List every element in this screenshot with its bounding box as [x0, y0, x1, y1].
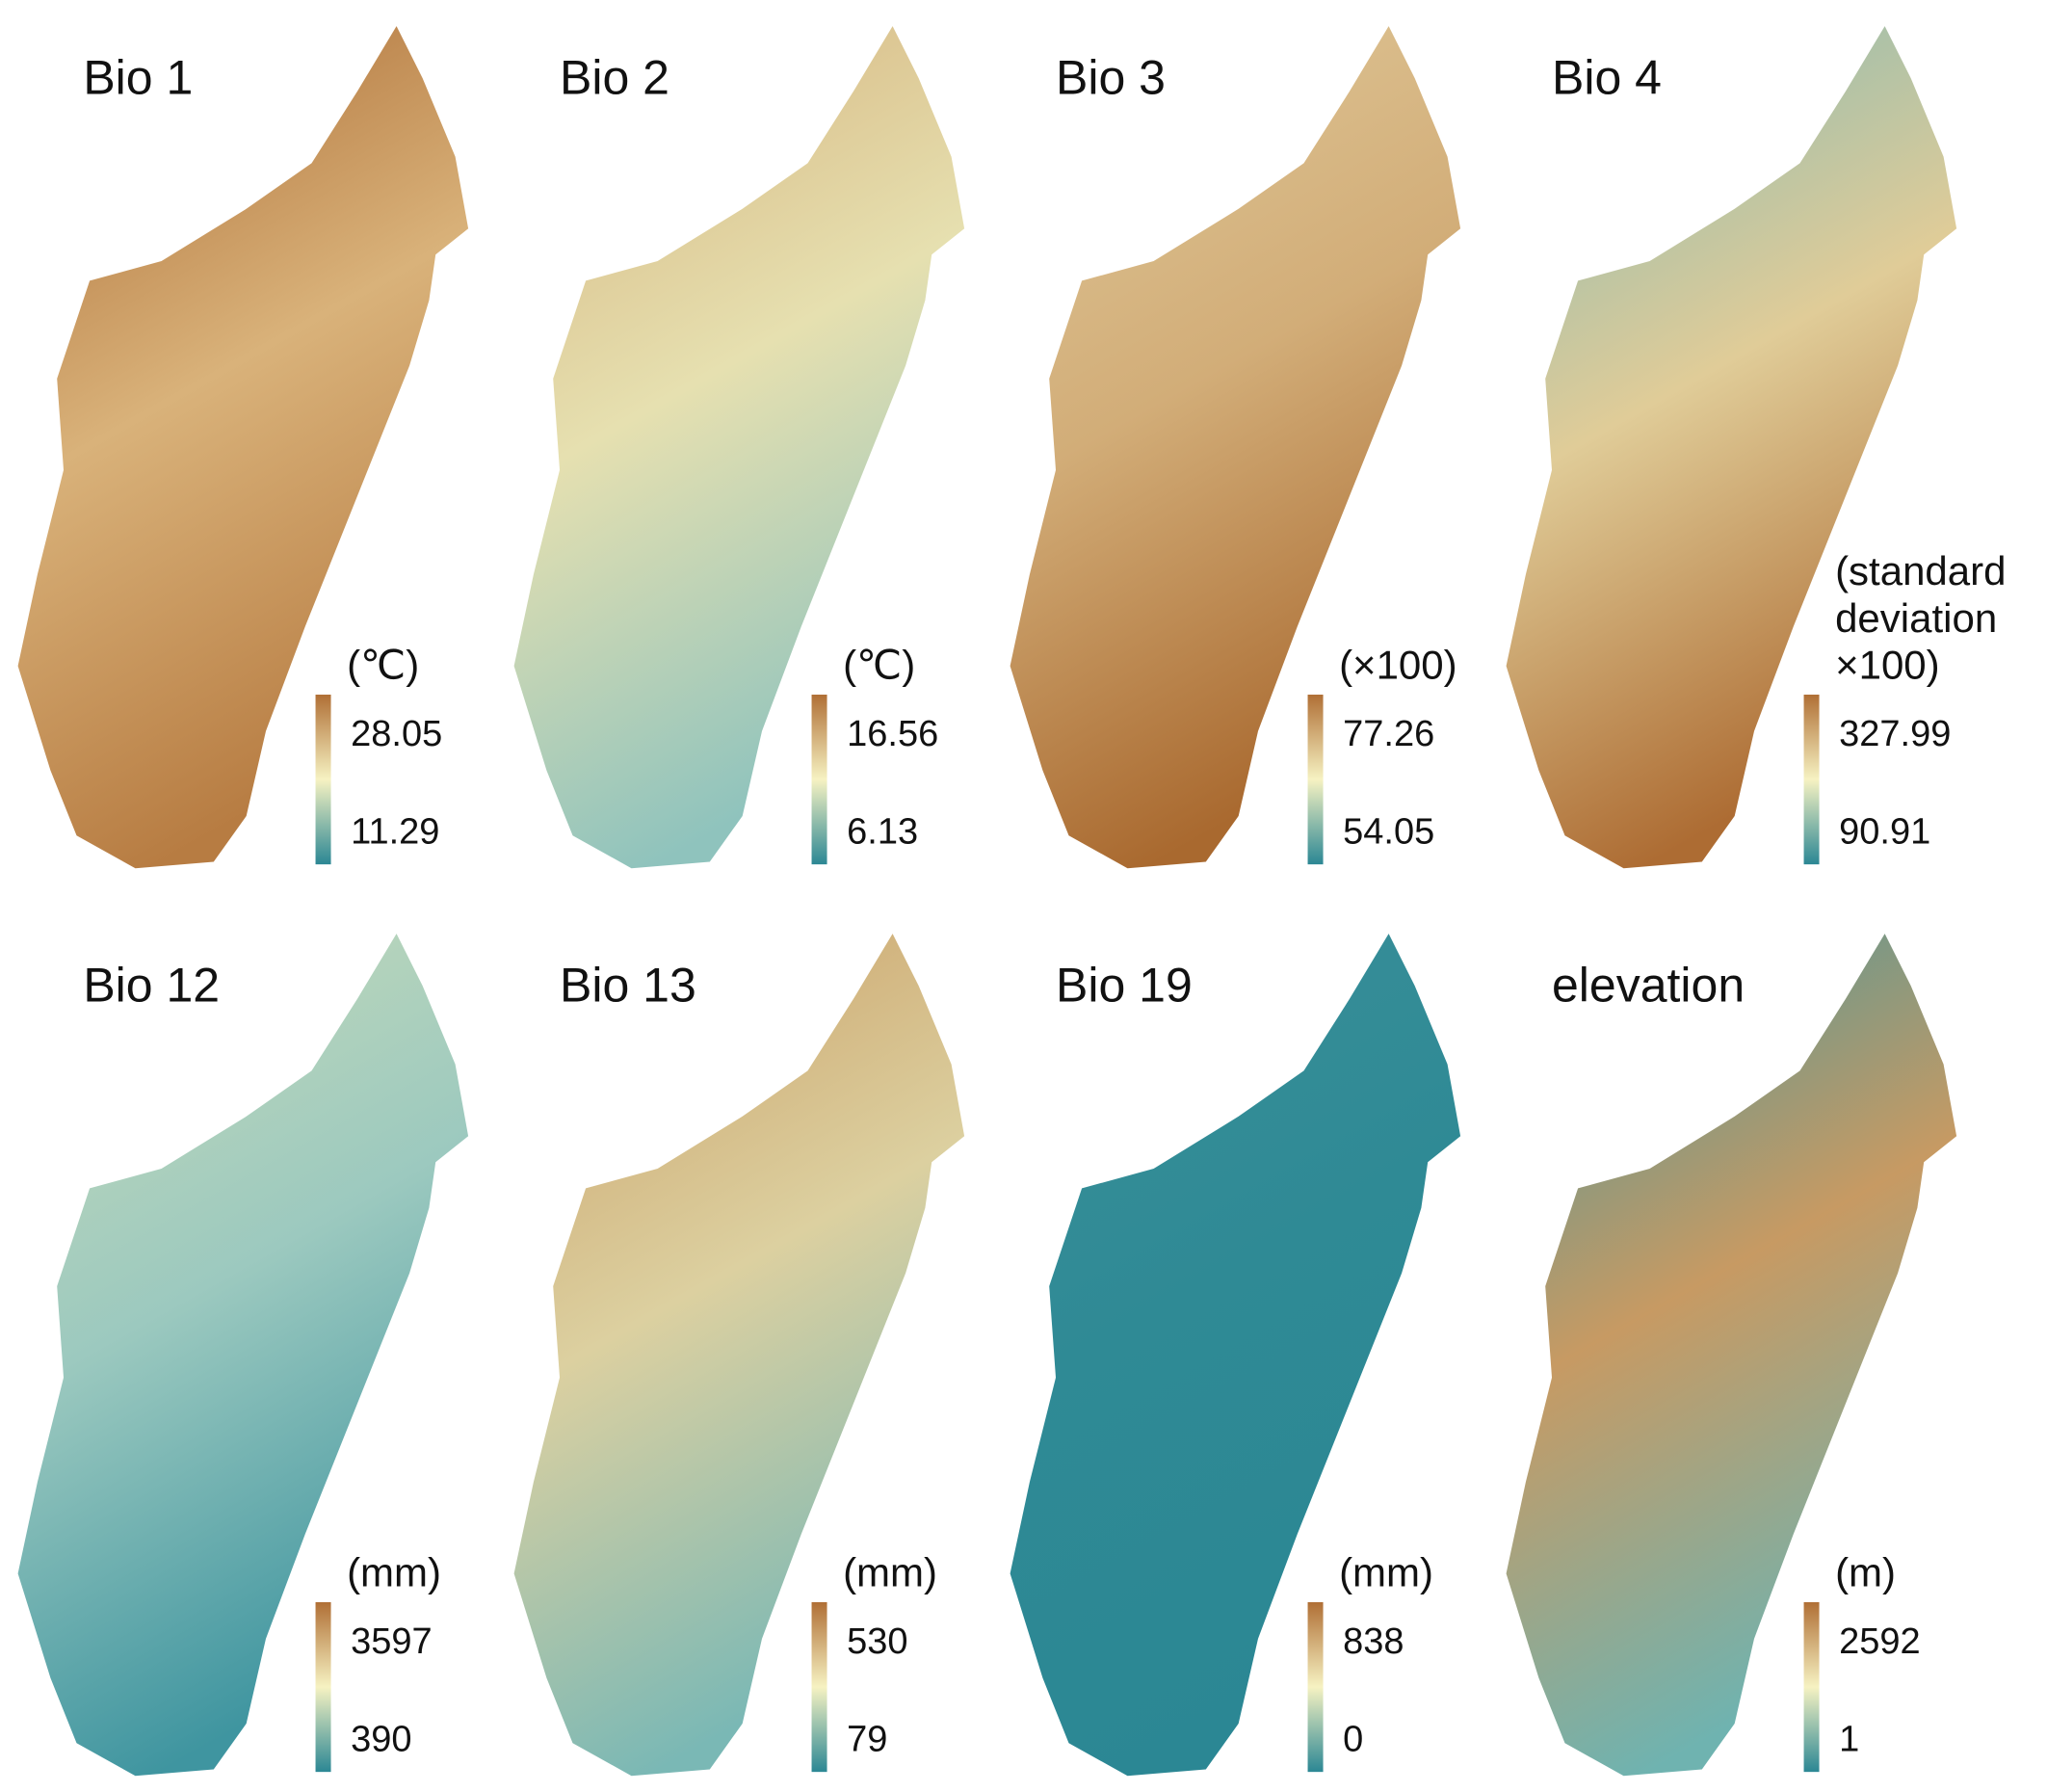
legend-max: 28.05	[351, 714, 442, 754]
legend-min: 11.29	[351, 811, 439, 852]
color-bar	[811, 1601, 827, 1773]
panel: Bio 13 (mm) 530 79	[513, 934, 965, 1777]
unit-label: (mm)	[347, 1550, 441, 1595]
map	[1506, 26, 1957, 869]
panel-title: Bio 1	[83, 51, 193, 105]
color-bar	[315, 694, 331, 865]
legend-max: 3597	[351, 1621, 433, 1662]
color-bar	[1307, 694, 1324, 865]
legend-max: 530	[847, 1621, 907, 1662]
unit-label: (mm)	[1339, 1550, 1433, 1595]
legend-min: 54.05	[1343, 811, 1434, 852]
color-bar	[1803, 1601, 1820, 1773]
panel-title: Bio 12	[83, 959, 220, 1013]
map	[1010, 934, 1461, 1777]
panel-title: Bio 19	[1056, 959, 1193, 1013]
color-bar	[1307, 1601, 1324, 1773]
legend-min: 79	[847, 1719, 887, 1759]
map	[513, 26, 965, 869]
legend-max: 2592	[1839, 1621, 1921, 1662]
panel: Bio 2 (℃) 16.56 6.13	[513, 26, 965, 869]
legend-min: 1	[1839, 1719, 1859, 1759]
panel: Bio 1 (℃) 28.05 11.29	[17, 26, 469, 869]
color-bar	[811, 694, 827, 865]
panel: Bio 3 (×100) 77.26 54.05	[1010, 26, 1461, 869]
color-bar	[1803, 694, 1820, 865]
legend-min: 90.91	[1839, 811, 1930, 852]
legend-max: 16.56	[847, 714, 938, 754]
panel-title: elevation	[1552, 959, 1745, 1013]
unit-label: (mm)	[843, 1550, 937, 1595]
legend-min: 0	[1343, 1719, 1363, 1759]
legend-max: 327.99	[1839, 714, 1951, 754]
unit-label: (m)	[1835, 1550, 1896, 1595]
map	[17, 26, 469, 869]
map	[1010, 26, 1461, 869]
legend-max: 838	[1343, 1621, 1404, 1662]
panel: elevation (m) 2592 1	[1506, 934, 1957, 1777]
panel-title: Bio 13	[560, 959, 696, 1013]
legend-min: 6.13	[847, 811, 918, 852]
unit-label: deviation	[1835, 595, 1997, 641]
unit-label: (×100)	[1339, 643, 1457, 688]
panel-title: Bio 2	[560, 51, 669, 105]
color-bar	[315, 1601, 331, 1773]
panel-title: Bio 4	[1552, 51, 1662, 105]
map	[1506, 934, 1957, 1777]
map	[17, 934, 469, 1777]
unit-label: (standard	[1835, 548, 2006, 593]
map	[513, 934, 965, 1777]
unit-label: ×100)	[1835, 643, 1940, 688]
unit-label: (℃)	[347, 643, 419, 688]
legend-min: 390	[351, 1719, 411, 1759]
panel: Bio 19 (mm) 838 0	[1010, 934, 1461, 1777]
panel: Bio 12 (mm) 3597 390	[17, 934, 469, 1777]
legend-max: 77.26	[1343, 714, 1434, 754]
unit-label: (℃)	[843, 643, 915, 688]
panel-title: Bio 3	[1056, 51, 1166, 105]
